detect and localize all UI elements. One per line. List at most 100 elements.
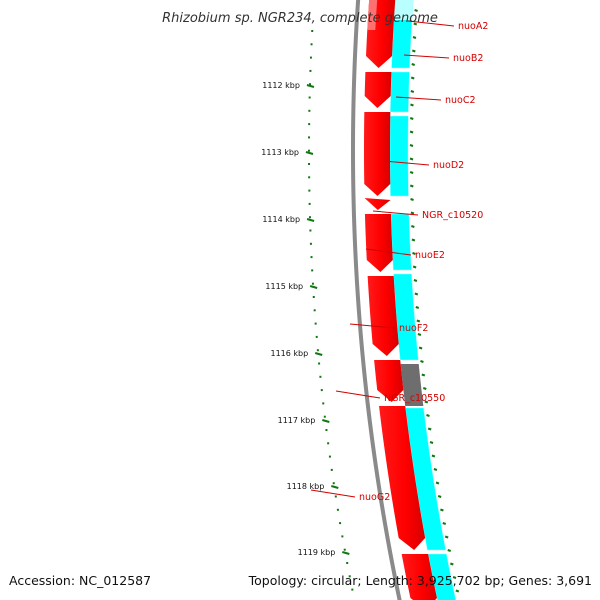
dot-tick [319,375,322,378]
gene-leader-line [372,210,419,216]
kbp-tick-label: 1119 kbp [298,548,336,557]
minor-tick [416,319,421,323]
gene-leader-line [407,20,455,27]
dot-tick [308,189,311,192]
minor-tick [417,333,422,336]
minor-tick [427,427,432,431]
minor-tick [410,211,415,215]
minor-tick [410,103,414,107]
dot-tick [310,256,313,259]
minor-tick [421,373,426,377]
minor-tick [410,76,415,80]
outer-tick-ring [409,9,460,593]
gene-label: nuoB2 [453,53,483,64]
minor-tick [418,346,423,350]
minor-tick [452,576,457,579]
minor-tick [411,49,416,53]
minor-tick [409,171,414,174]
kbp-tick-label: 1115 kbp [265,282,303,291]
kbp-tick-label: 1114 kbp [262,215,300,224]
gene-leader-line [310,489,356,498]
map-title: Rhizobium sp. NGR234, complete genome [162,11,438,26]
kbp-tick [314,352,323,356]
kbp-scale: 1112 kbp 1113 kbp 1114 kbp 1115 kbp 1116 kbp… [261,81,350,557]
minor-tick [410,90,415,93]
dot-tick [330,468,333,471]
gene-label: nuoE2 [415,250,445,261]
dot-tick [339,522,342,525]
minor-tick [411,63,416,66]
dot-tick [313,309,316,312]
cds-arrow [364,112,391,196]
gene-leader-line [335,390,381,399]
dot-tick [327,442,330,445]
dot-tick [320,389,323,392]
kbp-tick [306,218,315,222]
dot-tick [351,588,354,591]
dot-tick [312,296,315,298]
minor-tick [440,508,444,512]
minor-tick [412,36,417,39]
gene-label: NGR_c10550 [384,393,445,404]
dot-tick [308,202,311,205]
minor-tick [431,454,436,458]
minor-tick [411,238,416,242]
cds-track [364,0,437,600]
minor-tick [424,400,429,404]
dot-tick [308,149,310,152]
genome-backbone [350,0,402,600]
feature-block [390,71,410,113]
kbp-tick [322,419,330,423]
gene-label: NGR_c10520 [422,210,483,221]
minor-tick [409,144,414,147]
dot-tick [308,176,311,179]
minor-tick [411,225,415,228]
cds-highlight [367,0,378,30]
minor-tick [415,306,420,309]
dot-tick [316,349,319,352]
dot-tick [308,216,311,219]
dot-tick [311,282,314,285]
kbp-tick [309,285,318,289]
kbp-tick-label: 1116 kbp [271,349,309,358]
gene-label: nuoF2 [399,323,428,334]
kbp-tick-label: 1118 kbp [287,482,325,491]
topology-text: Topology: circular; Length: 3,925,702 bp… [248,573,592,588]
minor-tick [429,441,434,444]
minor-tick [444,535,449,539]
feature-track [389,0,457,600]
gene-label: nuoA2 [458,21,488,32]
minor-tick [455,589,460,593]
minor-tick [412,252,416,255]
minor-tick [420,360,424,363]
gene-leader-line [365,248,412,256]
minor-tick [437,495,442,498]
minor-tick [409,130,414,134]
minor-tick [414,292,419,296]
gene-leader-line [403,54,450,59]
gene-label: nuoD2 [433,160,464,171]
feature-block [390,213,412,271]
dot-tick [308,163,311,165]
cds-arrow [374,360,404,402]
dot-tick [322,402,325,405]
dot-tick [308,96,311,99]
dot-tick [328,455,331,458]
kbp-tick-label: 1112 kbp [262,81,300,90]
feature-block [393,273,419,361]
minor-tick [450,562,454,566]
minor-tick [433,468,438,471]
cds-arrow [379,406,426,550]
accession-text: Accession: NC_012587 [9,573,151,588]
dot-tick [343,548,346,551]
minor-tick [413,279,418,282]
dot-tick [309,69,312,72]
gene-label: nuoC2 [445,95,476,106]
minor-tick [409,117,414,120]
kbp-tick [331,485,339,489]
kbp-tick-label: 1113 kbp [261,148,299,157]
dot-tick [315,335,318,338]
feature-block [389,115,409,197]
kbp-tick-label: 1117 kbp [278,416,316,425]
